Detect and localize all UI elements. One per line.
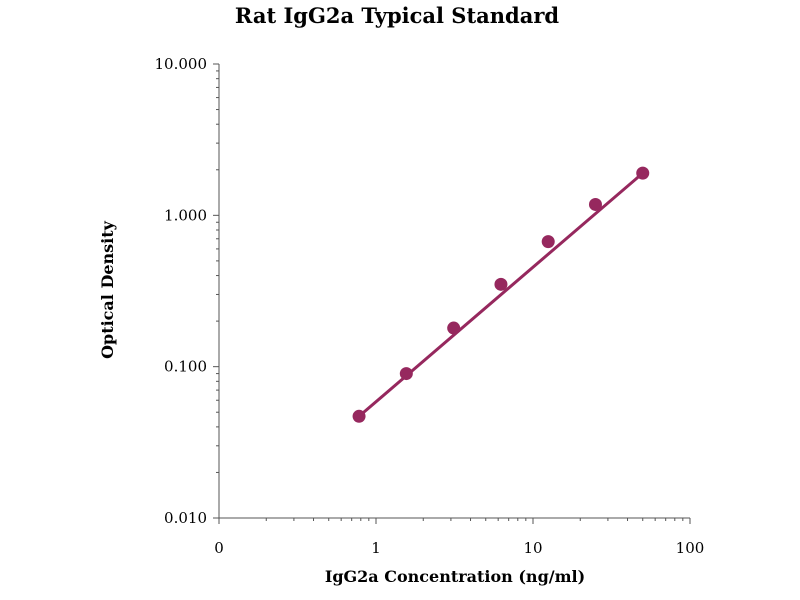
y-axis-ticks: 0.010 0.100 1.000 10.000 bbox=[155, 55, 219, 527]
data-point bbox=[588, 197, 602, 211]
x-tick-label: 1 bbox=[371, 539, 381, 557]
plot-area bbox=[352, 166, 650, 423]
chart-title: Rat IgG2a Typical Standard bbox=[235, 3, 559, 28]
x-tick-label: 10 bbox=[523, 539, 542, 557]
y-tick-label: 1.000 bbox=[164, 206, 207, 224]
x-axis-label: IgG2a Concentration (ng/ml) bbox=[325, 567, 585, 586]
x-tick-label: 0 bbox=[214, 539, 224, 557]
x-tick-label: 100 bbox=[676, 539, 705, 557]
y-tick-label: 0.100 bbox=[164, 358, 207, 376]
y-tick-label: 10.000 bbox=[155, 55, 208, 73]
trendline bbox=[357, 171, 645, 418]
data-point bbox=[541, 235, 555, 249]
x-axis-ticks: 0 1 10 100 bbox=[214, 518, 704, 557]
data-point bbox=[494, 277, 508, 291]
data-point bbox=[447, 321, 461, 335]
data-point bbox=[636, 166, 650, 180]
data-point bbox=[352, 409, 366, 423]
y-axis-label: Optical Density bbox=[98, 220, 117, 359]
y-tick-label: 0.010 bbox=[164, 509, 207, 527]
data-point bbox=[399, 367, 413, 381]
